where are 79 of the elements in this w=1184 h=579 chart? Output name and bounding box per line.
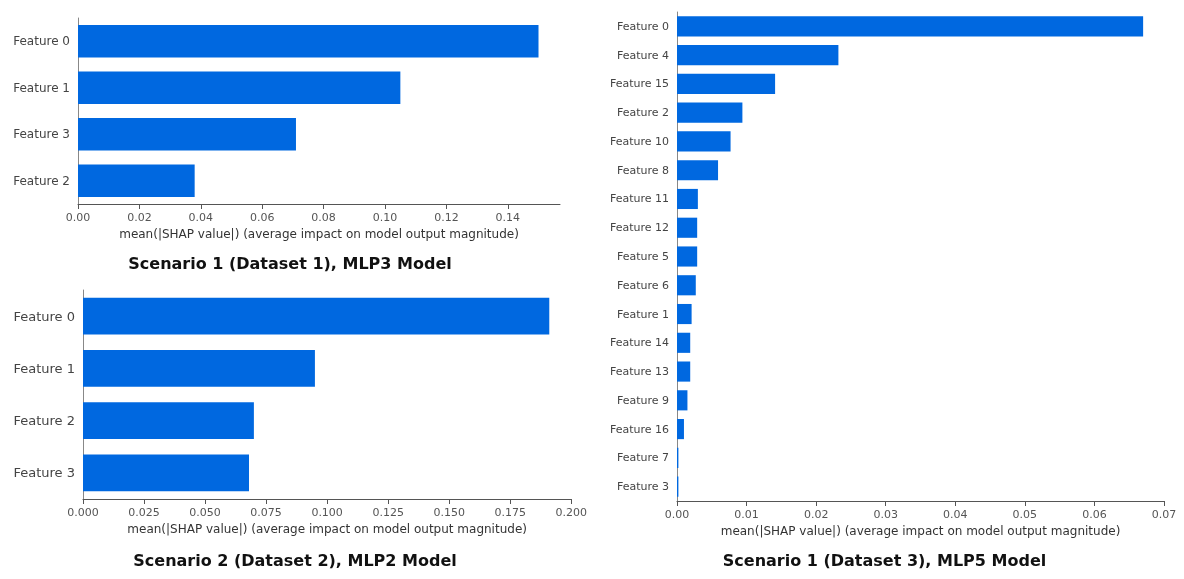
bar xyxy=(78,117,296,151)
bar xyxy=(677,160,719,181)
y-tick-label: Feature 15 xyxy=(609,77,669,91)
x-tick-label: 0.200 xyxy=(555,506,587,519)
y-tick-label: Feature 9 xyxy=(616,393,669,407)
y-tick-label: Feature 0 xyxy=(13,308,75,324)
bar xyxy=(677,45,839,66)
y-tick-label: Feature 2 xyxy=(13,173,70,188)
bar xyxy=(677,332,691,353)
bar xyxy=(677,102,743,123)
y-tick-label: Feature 4 xyxy=(616,48,669,62)
x-tick-label: 0.03 xyxy=(873,508,898,521)
bar xyxy=(83,402,254,439)
y-tick-label: Feature 0 xyxy=(616,19,669,33)
x-tick-label: 0.050 xyxy=(189,506,221,519)
x-tick-label: 0.04 xyxy=(188,211,214,224)
bar xyxy=(677,303,692,325)
text: Scenario 1 (Dataset 3), MLP5 Model xyxy=(722,550,1047,570)
bar xyxy=(83,454,250,492)
bar xyxy=(677,73,776,94)
x-tick-label: 0.12 xyxy=(434,211,459,224)
y-tick-label: Feature 3 xyxy=(616,480,669,494)
y-tick-label: Feature 5 xyxy=(616,250,669,263)
bar xyxy=(78,71,401,105)
bar xyxy=(677,361,691,382)
x-tick-label: 0.06 xyxy=(249,211,275,224)
x-tick-label: 0.00 xyxy=(664,508,690,521)
y-tick-label: Feature 1 xyxy=(616,307,669,321)
y-tick-label: Feature 3 xyxy=(13,127,70,142)
y-tick-label: Feature 0 xyxy=(13,34,70,49)
bar xyxy=(677,246,698,267)
bar xyxy=(677,131,731,152)
bar xyxy=(677,419,684,440)
y-tick-label: Feature 1 xyxy=(13,80,70,95)
x-tick-label: 0.075 xyxy=(250,506,282,519)
bar xyxy=(78,164,195,198)
x-tick-label: 0.02 xyxy=(803,508,829,521)
bar xyxy=(677,217,698,238)
text: Scenario 1 (Dataset 1), MLP3 Model xyxy=(128,253,452,273)
x-axis-title: mean(|SHAP value|) (average impact on model output magnitude) xyxy=(720,524,1121,538)
x-tick-label: 0.025 xyxy=(128,506,160,519)
x-tick-label: 0.175 xyxy=(494,506,526,519)
x-tick-label: 0.02 xyxy=(127,211,152,224)
x-tick-label: 0.10 xyxy=(372,211,398,224)
x-tick-label: 0.150 xyxy=(433,506,465,519)
y-tick-label: Feature 7 xyxy=(616,451,669,465)
bar xyxy=(83,350,315,387)
bar xyxy=(677,390,688,411)
x-tick-label: 0.05 xyxy=(1012,508,1038,521)
y-tick-label: Feature 11 xyxy=(609,192,669,206)
x-tick-label: 0.01 xyxy=(734,508,759,521)
bar xyxy=(83,297,550,335)
bar xyxy=(78,24,539,58)
y-tick-label: Feature 6 xyxy=(616,278,669,292)
y-tick-label: Feature 12 xyxy=(609,221,669,235)
y-tick-label: Feature 10 xyxy=(609,134,669,148)
x-tick-label: 0.06 xyxy=(1082,508,1107,521)
bar xyxy=(677,275,696,296)
x-tick-label: 0.125 xyxy=(372,506,404,519)
text: Scenario 2 (Dataset 2), MLP2 Model xyxy=(133,550,457,570)
x-tick-label: 0.08 xyxy=(311,211,336,224)
y-tick-label: Feature 2 xyxy=(13,413,75,429)
x-tick-label: 0.14 xyxy=(495,211,521,224)
y-tick-label: Feature 3 xyxy=(13,465,75,481)
x-tick-label: 0.07 xyxy=(1151,508,1177,521)
bar xyxy=(677,188,698,210)
y-tick-label: Feature 13 xyxy=(609,365,669,379)
x-axis-title: mean(|SHAP value|) (average impact on model output magnitude) xyxy=(127,522,527,536)
y-tick-label: Feature 8 xyxy=(616,163,669,177)
y-tick-label: Feature 2 xyxy=(616,106,669,120)
bar xyxy=(677,16,1144,37)
y-tick-label: Feature 16 xyxy=(609,422,669,436)
x-tick-label: 0.100 xyxy=(311,506,343,519)
x-tick-label: 0.000 xyxy=(67,506,99,519)
x-axis-title: mean(|SHAP value|) (average impact on model output magnitude) xyxy=(119,227,519,241)
y-tick-label: Feature 14 xyxy=(609,336,669,350)
x-tick-label: 0.00 xyxy=(65,211,91,224)
y-tick-label: Feature 1 xyxy=(13,360,75,376)
x-tick-label: 0.04 xyxy=(943,508,968,521)
